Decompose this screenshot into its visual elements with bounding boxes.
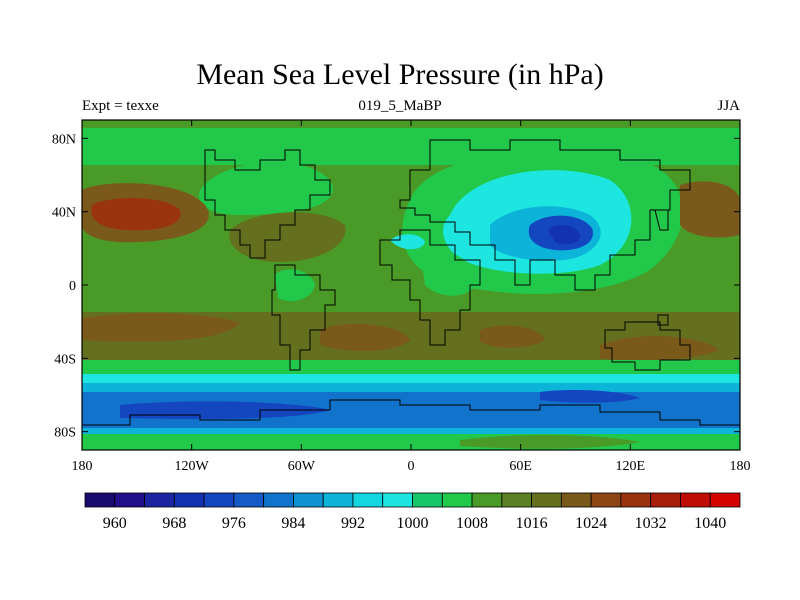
y-tick-label: 80S <box>54 426 76 441</box>
contour-fill-layer <box>82 120 740 450</box>
colorbar-swatch <box>412 492 443 508</box>
eurasia-coast <box>399 139 691 291</box>
colorbar-label: 1000 <box>397 515 429 532</box>
tibetan-low-center <box>548 225 581 244</box>
south-atlantic-high <box>320 324 410 352</box>
north-pacific-high-east <box>680 181 740 238</box>
colorbar-swatch <box>560 492 592 508</box>
colorbar-swatch <box>293 492 324 508</box>
colorbar-swatch <box>709 492 741 508</box>
colorbar-swatch <box>203 492 235 508</box>
island-coast <box>657 314 669 326</box>
australia-coast <box>604 321 691 371</box>
colorbar-label: 1016 <box>516 515 548 532</box>
colorbar-swatch <box>322 492 354 508</box>
colorbar: 960 968 976 984 992 1000 1008 1016 1024 1032 1040 <box>84 492 741 532</box>
x-tick-label: 180 <box>730 459 751 474</box>
subpolar-band-1 <box>82 360 740 376</box>
africa-coast <box>379 229 481 346</box>
antarctic-high-patch <box>460 434 640 449</box>
antarctic-trough-core-east <box>540 390 640 403</box>
x-tick-label: 0 <box>408 459 415 474</box>
south-america-coast <box>271 264 336 371</box>
antarctica-coast <box>82 399 740 426</box>
north-america-coast <box>204 149 331 259</box>
colorbar-swatch <box>590 492 622 508</box>
subpolar-band-3 <box>82 383 740 393</box>
colorbar-swatch <box>382 492 413 508</box>
x-tick-label: 60W <box>288 459 316 474</box>
colorbar-swatch <box>501 492 532 508</box>
north-america-low <box>199 161 333 215</box>
x-axis: 180 120W 60W 0 60E 120E 180 <box>72 120 751 474</box>
antarctic-band-1 <box>82 428 740 434</box>
colorbar-swatch <box>352 492 384 508</box>
japan-coast <box>654 209 669 231</box>
y-tick-label: 40N <box>52 206 76 221</box>
y-axis: 80N 40N 0 40S 80S <box>52 132 740 441</box>
colorbar-label: 992 <box>341 515 365 532</box>
north-atlantic-high <box>229 212 346 262</box>
y-tick-label: 40S <box>54 352 76 367</box>
north-pacific-high-core <box>91 198 181 231</box>
colorbar-label: 1032 <box>635 515 667 532</box>
colorbar-swatch <box>441 492 473 508</box>
south-pacific-high <box>82 313 240 342</box>
x-tick-label: 180 <box>72 459 93 474</box>
colorbar-label: 1040 <box>694 515 726 532</box>
y-tick-label: 0 <box>69 279 76 294</box>
colorbar-label: 960 <box>103 515 127 532</box>
colorbar-swatch <box>84 492 116 508</box>
experiment-label: Expt = texxe <box>82 98 159 114</box>
colorbar-label: 968 <box>162 515 186 532</box>
colorbar-swatch <box>173 492 205 508</box>
colorbar-swatch <box>233 492 265 508</box>
season-label: JJA <box>717 98 740 114</box>
colorbar-swatch <box>620 492 652 508</box>
colorbar-swatch <box>263 492 294 508</box>
subpolar-band-2 <box>82 374 740 384</box>
colorbar-label: 976 <box>222 515 246 532</box>
x-tick-label: 120E <box>616 459 646 474</box>
colorbar-swatch <box>144 492 175 508</box>
south-america-low <box>275 269 315 302</box>
south-indian-high <box>480 325 545 348</box>
colorbar-label: 984 <box>281 515 305 532</box>
colorbar-label: 1024 <box>575 515 607 532</box>
colorbar-swatch <box>650 492 681 508</box>
chart-title: Mean Sea Level Pressure (in hPa) <box>196 58 604 91</box>
north-africa-low <box>390 234 425 250</box>
colorbar-swatch <box>680 492 711 508</box>
x-tick-label: 60E <box>509 459 532 474</box>
period-label: 019_5_MaBP <box>358 98 442 114</box>
y-tick-label: 80N <box>52 132 76 147</box>
colorbar-label: 1008 <box>456 515 488 532</box>
colorbar-swatch <box>471 492 503 508</box>
x-tick-label: 120W <box>175 459 210 474</box>
colorbar-swatch <box>531 492 562 508</box>
coastlines <box>82 139 740 426</box>
colorbar-swatch <box>114 492 145 508</box>
